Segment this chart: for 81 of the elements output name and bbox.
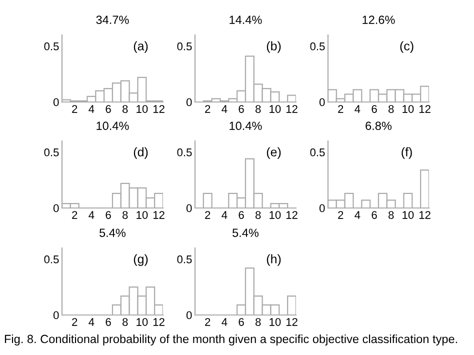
chart-title: 12.6% (362, 16, 395, 24)
x-tick-label: 4 (88, 211, 94, 219)
x-tick-label: 6 (238, 318, 244, 326)
y-tick-label: 0 (186, 311, 192, 320)
x-tick-label: 10 (402, 105, 414, 113)
x-tick-label: 8 (256, 105, 261, 113)
chart-title: 10.4% (230, 122, 262, 130)
x-tick-label: 8 (122, 211, 128, 219)
x-tick-label: 4 (88, 105, 94, 113)
y-tick-label: 0.5 (177, 148, 192, 156)
x-tick-label: 2 (205, 211, 210, 219)
annotation: (a) (134, 41, 148, 53)
x-tick-label: 8 (256, 211, 261, 219)
x-tick-label: 2 (338, 211, 344, 219)
x-tick-label: 8 (256, 318, 261, 326)
annotation: (f) (402, 147, 412, 159)
x-tick-label: 12 (419, 105, 430, 113)
annotation: (b) (266, 41, 281, 53)
annotation: (e) (266, 147, 281, 159)
x-tick-label: 2 (205, 318, 210, 326)
chart-title: 6.8% (366, 122, 392, 130)
y-tick-label: 0 (186, 98, 192, 106)
x-tick-label: 10 (270, 211, 281, 219)
x-tick-label: 4 (222, 211, 228, 219)
x-tick-label: 2 (72, 105, 78, 113)
x-tick-label: 2 (338, 105, 344, 113)
y-tick-label: 0.5 (310, 42, 325, 50)
y-tick-label: 0.5 (44, 255, 59, 264)
x-tick-label: 12 (153, 318, 164, 326)
annotation: (h) (266, 254, 281, 266)
x-tick-label: 10 (402, 211, 414, 219)
x-tick-label: 12 (153, 105, 164, 113)
x-tick-label: 4 (88, 318, 94, 326)
annotation: (c) (400, 41, 414, 53)
x-tick-label: 12 (286, 211, 298, 219)
x-tick-label: 8 (388, 105, 394, 113)
y-tick-label: 0.5 (177, 255, 192, 264)
x-tick-label: 4 (222, 318, 228, 326)
x-tick-label: 6 (106, 105, 111, 113)
x-tick-label: 6 (372, 211, 377, 219)
x-tick-label: 12 (286, 318, 298, 326)
x-tick-label: 12 (286, 105, 298, 113)
x-tick-label: 12 (153, 211, 164, 219)
chart-title: 5.4% (100, 228, 126, 238)
annotation: (d) (134, 147, 148, 159)
x-tick-label: 8 (388, 211, 394, 219)
y-tick-label: 0 (53, 204, 59, 212)
x-tick-label: 8 (122, 318, 128, 326)
chart-title: 14.4% (230, 16, 262, 24)
x-tick-label: 10 (136, 105, 148, 113)
x-tick-label: 6 (106, 318, 111, 326)
x-tick-label: 2 (205, 105, 210, 113)
y-tick-label: 0.5 (310, 148, 325, 156)
chart-title: 10.4% (96, 122, 129, 130)
y-tick-label: 0 (319, 98, 325, 106)
y-tick-label: 0 (53, 98, 59, 106)
y-tick-label: 0.5 (177, 42, 192, 50)
annotation: (g) (134, 254, 148, 266)
x-tick-label: 10 (270, 318, 281, 326)
x-tick-label: 6 (106, 211, 111, 219)
x-tick-label: 6 (238, 211, 244, 219)
x-tick-label: 2 (72, 211, 78, 219)
x-tick-label: 12 (419, 211, 430, 219)
caption: Fig. 8. Conditional probability of the month given a specific objective classification type. (4, 334, 458, 346)
x-tick-label: 10 (270, 105, 281, 113)
x-tick-label: 6 (238, 105, 244, 113)
x-tick-label: 4 (354, 211, 360, 219)
y-tick-label: 0 (186, 204, 192, 212)
x-tick-label: 10 (136, 318, 148, 326)
y-tick-label: 0.5 (44, 42, 59, 50)
chart-title: 5.4% (232, 228, 259, 238)
x-tick-label: 4 (222, 105, 228, 113)
x-tick-label: 8 (122, 105, 128, 113)
chart-title: 34.7% (96, 16, 129, 24)
y-tick-label: 0.5 (44, 148, 59, 156)
x-tick-label: 4 (354, 105, 360, 113)
x-tick-label: 6 (372, 105, 377, 113)
y-tick-label: 0 (319, 204, 325, 212)
y-tick-label: 0 (53, 311, 59, 320)
x-tick-label: 10 (136, 211, 148, 219)
x-tick-label: 2 (72, 318, 78, 326)
